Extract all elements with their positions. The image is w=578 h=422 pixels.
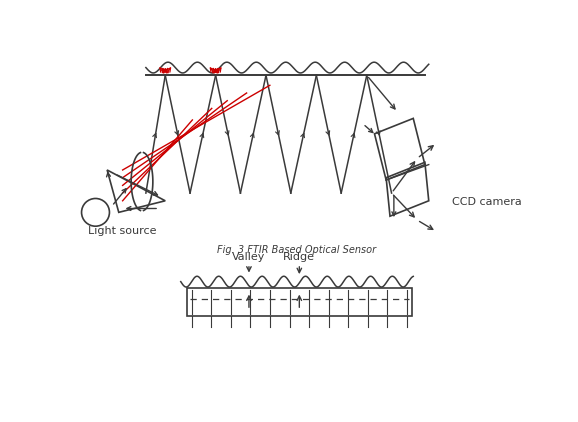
Text: Ridge: Ridge [283,252,316,262]
Text: Light source: Light source [88,226,157,236]
Text: Valley: Valley [232,252,266,262]
Bar [187,288,412,316]
Text: CCD camera: CCD camera [452,197,522,207]
Text: Fig. 3 FTIR Based Optical Sensor: Fig. 3 FTIR Based Optical Sensor [217,245,376,255]
